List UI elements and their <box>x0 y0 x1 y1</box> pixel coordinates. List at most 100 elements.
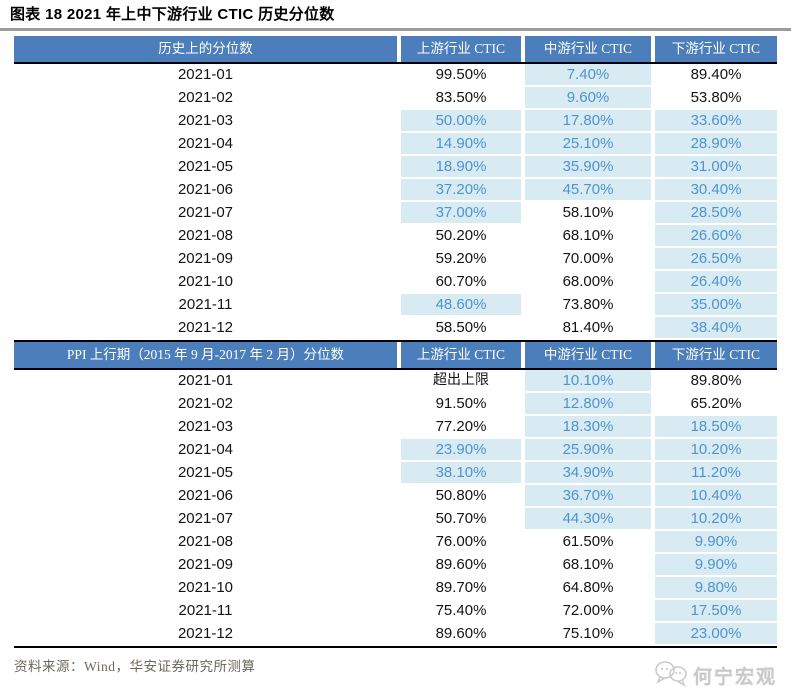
row-date: 2021-10 <box>177 273 234 290</box>
cell-value: 83.50% <box>435 89 487 106</box>
cell-value: 11.20% <box>655 462 777 483</box>
row-date: 2021-09 <box>177 556 234 573</box>
table-row: 2021-10 89.70% 64.80% 9.80% <box>14 577 777 600</box>
column-header: 上游行业 CTIC <box>401 36 521 62</box>
table-row: 2021-01 99.50% 7.40% 89.40% <box>14 64 777 87</box>
cell-value: 33.60% <box>655 110 777 131</box>
cell-value: 12.80% <box>525 393 651 414</box>
table-divider-line <box>14 340 777 342</box>
figure-footer: 资料来源：Wind，华安证券研究所测算 何宁宏观 <box>14 655 777 692</box>
cell-value: 68.10% <box>562 227 614 244</box>
cell-value: 48.60% <box>401 294 521 315</box>
cell-value: 38.10% <box>401 462 521 483</box>
cell-value: 50.00% <box>401 110 521 131</box>
cell-value: 89.70% <box>435 579 487 596</box>
row-date: 2021-02 <box>177 89 234 106</box>
row-date: 2021-03 <box>177 112 234 129</box>
cell-value: 76.00% <box>435 533 487 550</box>
ctic-percentile-table: 历史上的分位数 上游行业 CTIC 中游行业 CTIC 下游行业 CTIC 2021-0… <box>14 36 777 648</box>
cell-value: 37.00% <box>401 202 521 223</box>
cell-value: 35.00% <box>655 294 777 315</box>
cell-value: 75.40% <box>435 602 487 619</box>
row-date: 2021-11 <box>178 296 233 313</box>
cell-value: 89.60% <box>435 625 487 642</box>
cell-value: 31.00% <box>655 156 777 177</box>
cell-value: 89.40% <box>690 66 742 83</box>
table-row: 2021-12 89.60% 75.10% 23.00% <box>14 623 777 646</box>
row-date: 2021-01 <box>177 66 234 83</box>
column-header: 中游行业 CTIC <box>525 342 651 368</box>
cell-value: 64.80% <box>562 579 614 596</box>
cell-value: 99.50% <box>435 66 487 83</box>
section-label: PPI 上行期（2015 年 9 月-2017 年 2 月）分位数 <box>14 342 397 368</box>
table-row: 2021-08 50.20% 68.10% 26.60% <box>14 225 777 248</box>
watermark-text: 何宁宏观 <box>692 667 777 688</box>
cell-value: 26.40% <box>655 271 777 292</box>
row-date: 2021-01 <box>177 372 234 389</box>
cell-value: 17.50% <box>655 600 777 621</box>
cell-value: 17.80% <box>525 110 651 131</box>
row-date: 2021-06 <box>177 487 234 504</box>
cell-value: 7.40% <box>525 64 651 85</box>
table-row: 2021-10 60.70% 68.00% 26.40% <box>14 271 777 294</box>
table-row: 2021-04 23.90% 25.90% 10.20% <box>14 439 777 462</box>
table-row: 2021-05 38.10% 34.90% 11.20% <box>14 462 777 485</box>
table-row: 2021-08 76.00% 61.50% 9.90% <box>14 531 777 554</box>
row-date: 2021-05 <box>177 464 234 481</box>
title-divider <box>0 28 791 31</box>
table-divider-line <box>14 646 777 648</box>
table-row: 2021-09 59.20% 70.00% 26.50% <box>14 248 777 271</box>
table-row: 2021-11 75.40% 72.00% 17.50% <box>14 600 777 623</box>
table-row: 2021-01 超出上限 10.10% 89.80% <box>14 370 777 393</box>
table-row: 2021-02 83.50% 9.60% 53.80% <box>14 87 777 110</box>
row-date: 2021-06 <box>177 181 234 198</box>
cell-value: 44.30% <box>525 508 651 529</box>
row-date: 2021-08 <box>177 227 234 244</box>
cell-value: 10.10% <box>525 370 651 391</box>
table-row: 2021-07 37.00% 58.10% 28.50% <box>14 202 777 225</box>
section-header-row: 历史上的分位数 上游行业 CTIC 中游行业 CTIC 下游行业 CTIC <box>14 36 777 62</box>
row-date: 2021-05 <box>177 158 234 175</box>
table-row: 2021-06 37.20% 45.70% 30.40% <box>14 179 777 202</box>
cell-value: 36.70% <box>525 485 651 506</box>
cell-value: 72.00% <box>562 602 614 619</box>
figure-title: 图表 18 2021 年上中下游行业 CTIC 历史分位数 <box>10 6 335 23</box>
cell-value: 30.40% <box>655 179 777 200</box>
cell-value: 10.20% <box>655 439 777 460</box>
row-date: 2021-11 <box>178 602 233 619</box>
cell-value: 89.80% <box>690 372 742 389</box>
cell-value: 58.50% <box>435 319 487 336</box>
chat-bubbles-icon <box>654 659 688 692</box>
column-header: 上游行业 CTIC <box>401 342 521 368</box>
cell-value: 25.90% <box>525 439 651 460</box>
row-date: 2021-02 <box>177 395 234 412</box>
cell-value: 70.00% <box>562 250 614 267</box>
cell-value: 68.00% <box>562 273 614 290</box>
cell-value: 53.80% <box>690 89 742 106</box>
column-header: 下游行业 CTIC <box>655 342 777 368</box>
cell-value: 9.60% <box>525 87 651 108</box>
cell-value: 81.40% <box>562 319 614 336</box>
cell-value: 25.10% <box>525 133 651 154</box>
cell-value: 61.50% <box>562 533 614 550</box>
cell-value: 超出上限 <box>433 373 489 388</box>
row-date: 2021-04 <box>177 441 234 458</box>
cell-value: 59.20% <box>435 250 487 267</box>
table-row: 2021-05 18.90% 35.90% 31.00% <box>14 156 777 179</box>
cell-value: 89.60% <box>435 556 487 573</box>
cell-value: 37.20% <box>401 179 521 200</box>
section-label: 历史上的分位数 <box>14 36 397 62</box>
report-figure-page: 图表 18 2021 年上中下游行业 CTIC 历史分位数 历史上的分位数 上游行… <box>0 3 791 694</box>
row-date: 2021-03 <box>177 418 234 435</box>
row-date: 2021-04 <box>177 135 234 152</box>
cell-value: 9.80% <box>655 577 777 598</box>
cell-value: 73.80% <box>562 296 614 313</box>
table-divider-line <box>14 368 777 370</box>
cell-value: 58.10% <box>562 204 614 221</box>
cell-value: 14.90% <box>401 133 521 154</box>
cell-value: 26.60% <box>655 225 777 246</box>
table-row: 2021-11 48.60% 73.80% 35.00% <box>14 294 777 317</box>
column-header: 下游行业 CTIC <box>655 36 777 62</box>
cell-value: 28.90% <box>655 133 777 154</box>
cell-value: 28.50% <box>655 202 777 223</box>
